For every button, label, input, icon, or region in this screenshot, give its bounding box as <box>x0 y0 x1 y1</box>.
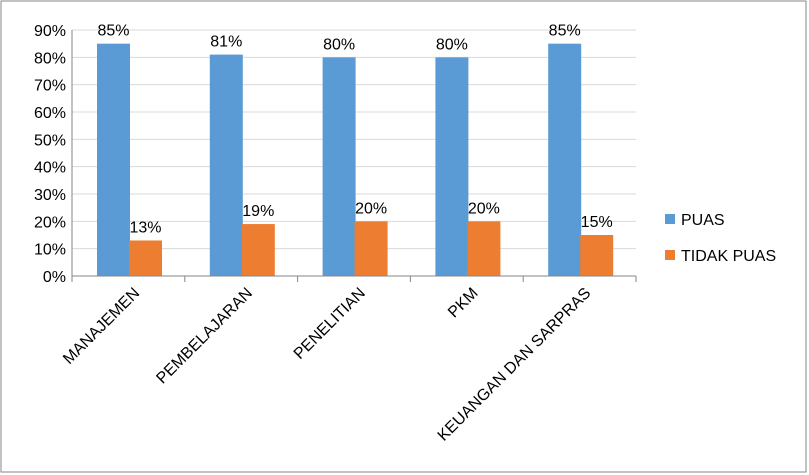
bar-tidak-puas <box>241 224 275 276</box>
bar-puas <box>97 43 130 276</box>
data-label: 19% <box>242 203 274 220</box>
legend-swatch <box>665 214 675 224</box>
y-tick-label: 70% <box>34 78 66 95</box>
data-label: 15% <box>581 214 613 231</box>
bars <box>97 43 614 277</box>
legend-label: TIDAK PUAS <box>681 248 776 265</box>
y-tick-label: 0% <box>43 269 66 286</box>
y-tick-label: 50% <box>34 132 66 149</box>
legend: PUAS TIDAK PUAS <box>665 212 776 265</box>
data-label: 81% <box>210 34 242 51</box>
data-label: 85% <box>549 23 581 40</box>
bar-tidak-puas <box>580 235 614 276</box>
bar-tidak-puas <box>467 221 501 276</box>
data-label: 85% <box>97 23 129 40</box>
y-tick-label: 40% <box>34 160 66 177</box>
data-labels: 85% 13% 81% 19% 80% 20% 80% 20% 85% 15% <box>97 23 612 237</box>
legend-swatch <box>665 250 675 260</box>
y-tick-label: 30% <box>34 187 66 204</box>
bar-puas <box>435 57 469 277</box>
legend-label: PUAS <box>681 212 725 229</box>
bar-tidak-puas <box>129 240 162 276</box>
data-label: 13% <box>129 219 161 236</box>
y-tick-label: 80% <box>34 50 66 67</box>
y-tick-label: 20% <box>34 214 66 231</box>
y-tick-label: 90% <box>34 23 66 40</box>
y-tick-label: 10% <box>34 242 66 259</box>
bar-puas <box>548 43 582 276</box>
data-label: 20% <box>355 200 387 217</box>
y-tick-label: 60% <box>34 105 66 122</box>
bar-puas <box>322 57 356 277</box>
bar-puas <box>209 54 243 276</box>
data-label: 20% <box>468 200 500 217</box>
data-label: 80% <box>323 36 355 53</box>
data-label: 80% <box>436 36 468 53</box>
bar-tidak-puas <box>354 221 388 276</box>
